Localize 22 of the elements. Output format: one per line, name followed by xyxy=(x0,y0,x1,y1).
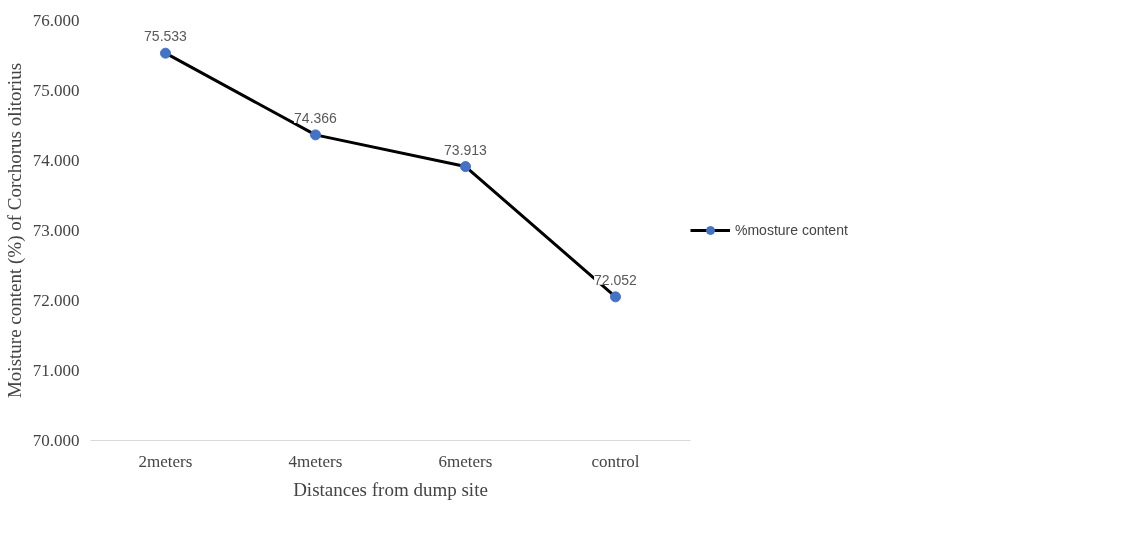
legend-label: %mosture content xyxy=(735,222,848,238)
point xyxy=(610,291,621,303)
point xyxy=(310,129,321,141)
y-tick-label: 74.000 xyxy=(32,151,80,170)
y-tick-label: 75.000 xyxy=(32,81,80,100)
y-tick-label: 76.000 xyxy=(32,11,80,30)
y-tick-label: 72.000 xyxy=(32,291,80,310)
data-label: 74.366 xyxy=(294,109,338,126)
data-label: 73.913 xyxy=(444,141,488,158)
x-axis-title: Distances from dump site xyxy=(293,478,488,500)
x-tick-label: control xyxy=(591,451,640,471)
y-tick-label: 71.000 xyxy=(32,361,80,380)
y-axis-title: Moisture content (%) of Corchorus olitorius xyxy=(3,62,26,399)
x-tick-label: 6meters xyxy=(438,451,493,471)
data-label: 75.533 xyxy=(144,28,188,45)
x-tick-label: 4meters xyxy=(288,451,343,471)
x-tick-label: 2meters xyxy=(138,451,193,471)
y-tick-label: 70.000 xyxy=(32,431,80,450)
y-tick-label: 73.000 xyxy=(32,221,80,240)
data-label: 72.052 xyxy=(594,271,638,288)
point xyxy=(160,47,171,59)
point xyxy=(460,161,471,173)
